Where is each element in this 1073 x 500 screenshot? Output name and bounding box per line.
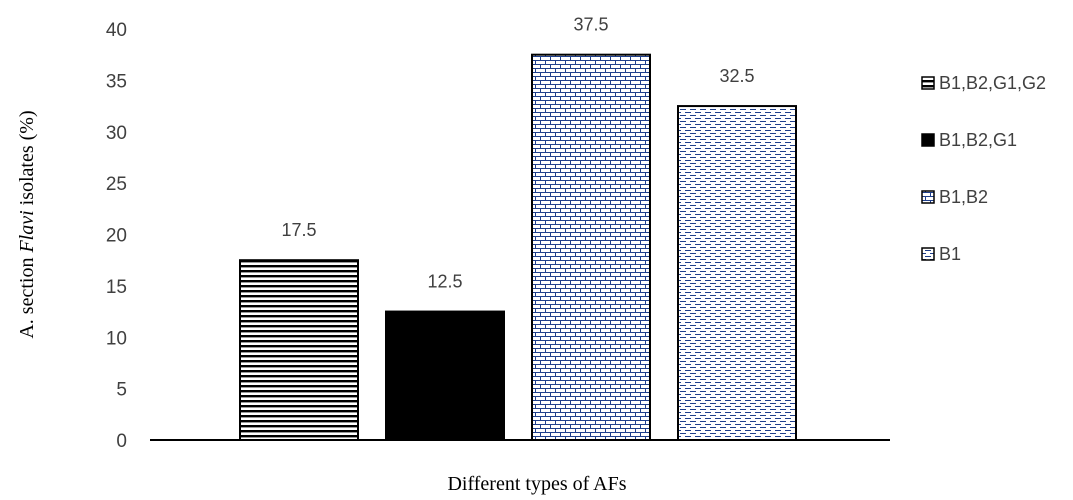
- bar: [531, 53, 651, 441]
- legend-swatch: [921, 133, 935, 147]
- y-tick-label: 30: [106, 123, 127, 144]
- y-tick-label: 5: [116, 380, 127, 401]
- y-tick-label: 25: [106, 174, 127, 195]
- data-label: 12.5: [427, 272, 462, 292]
- data-labels: 17.5 12.5 37.5 32.5: [281, 15, 754, 292]
- bar: [677, 105, 797, 441]
- bar: [385, 310, 505, 441]
- legend-entry: B1: [939, 244, 961, 264]
- legend-swatch: [921, 76, 935, 90]
- y-axis-title-suffix: isolates (%): [16, 110, 38, 210]
- y-axis-title-italic: Flavi: [16, 210, 38, 253]
- y-axis-title: A. section Flavi isolates (%): [16, 110, 38, 338]
- legend-swatch: [921, 247, 935, 261]
- y-axis-tick-labels: 0 5 10 15 20 25 30 35 40: [106, 20, 127, 452]
- bar: [239, 259, 359, 441]
- y-tick-label: 0: [116, 431, 127, 452]
- legend: B1,B2,G1,G2 B1,B2,G1 B1,B2 B1: [921, 73, 1046, 264]
- data-label: 17.5: [281, 220, 316, 240]
- y-tick-label: 35: [106, 71, 127, 92]
- y-tick-label: 10: [106, 328, 127, 349]
- data-label: 37.5: [573, 15, 608, 35]
- y-axis-title-prefix: A. section: [16, 253, 38, 339]
- legend-entry: B1,B2,G1,G2: [939, 73, 1046, 93]
- legend-swatch: [921, 190, 935, 204]
- y-tick-label: 40: [106, 20, 127, 41]
- legend-entry: B1,B2,G1: [939, 130, 1017, 150]
- bars: [239, 53, 797, 441]
- y-tick-label: 15: [106, 277, 127, 298]
- data-label: 32.5: [719, 66, 754, 86]
- y-tick-label: 20: [106, 226, 127, 247]
- x-axis-title: Different types of AFs: [447, 473, 626, 495]
- legend-entry: B1,B2: [939, 187, 988, 207]
